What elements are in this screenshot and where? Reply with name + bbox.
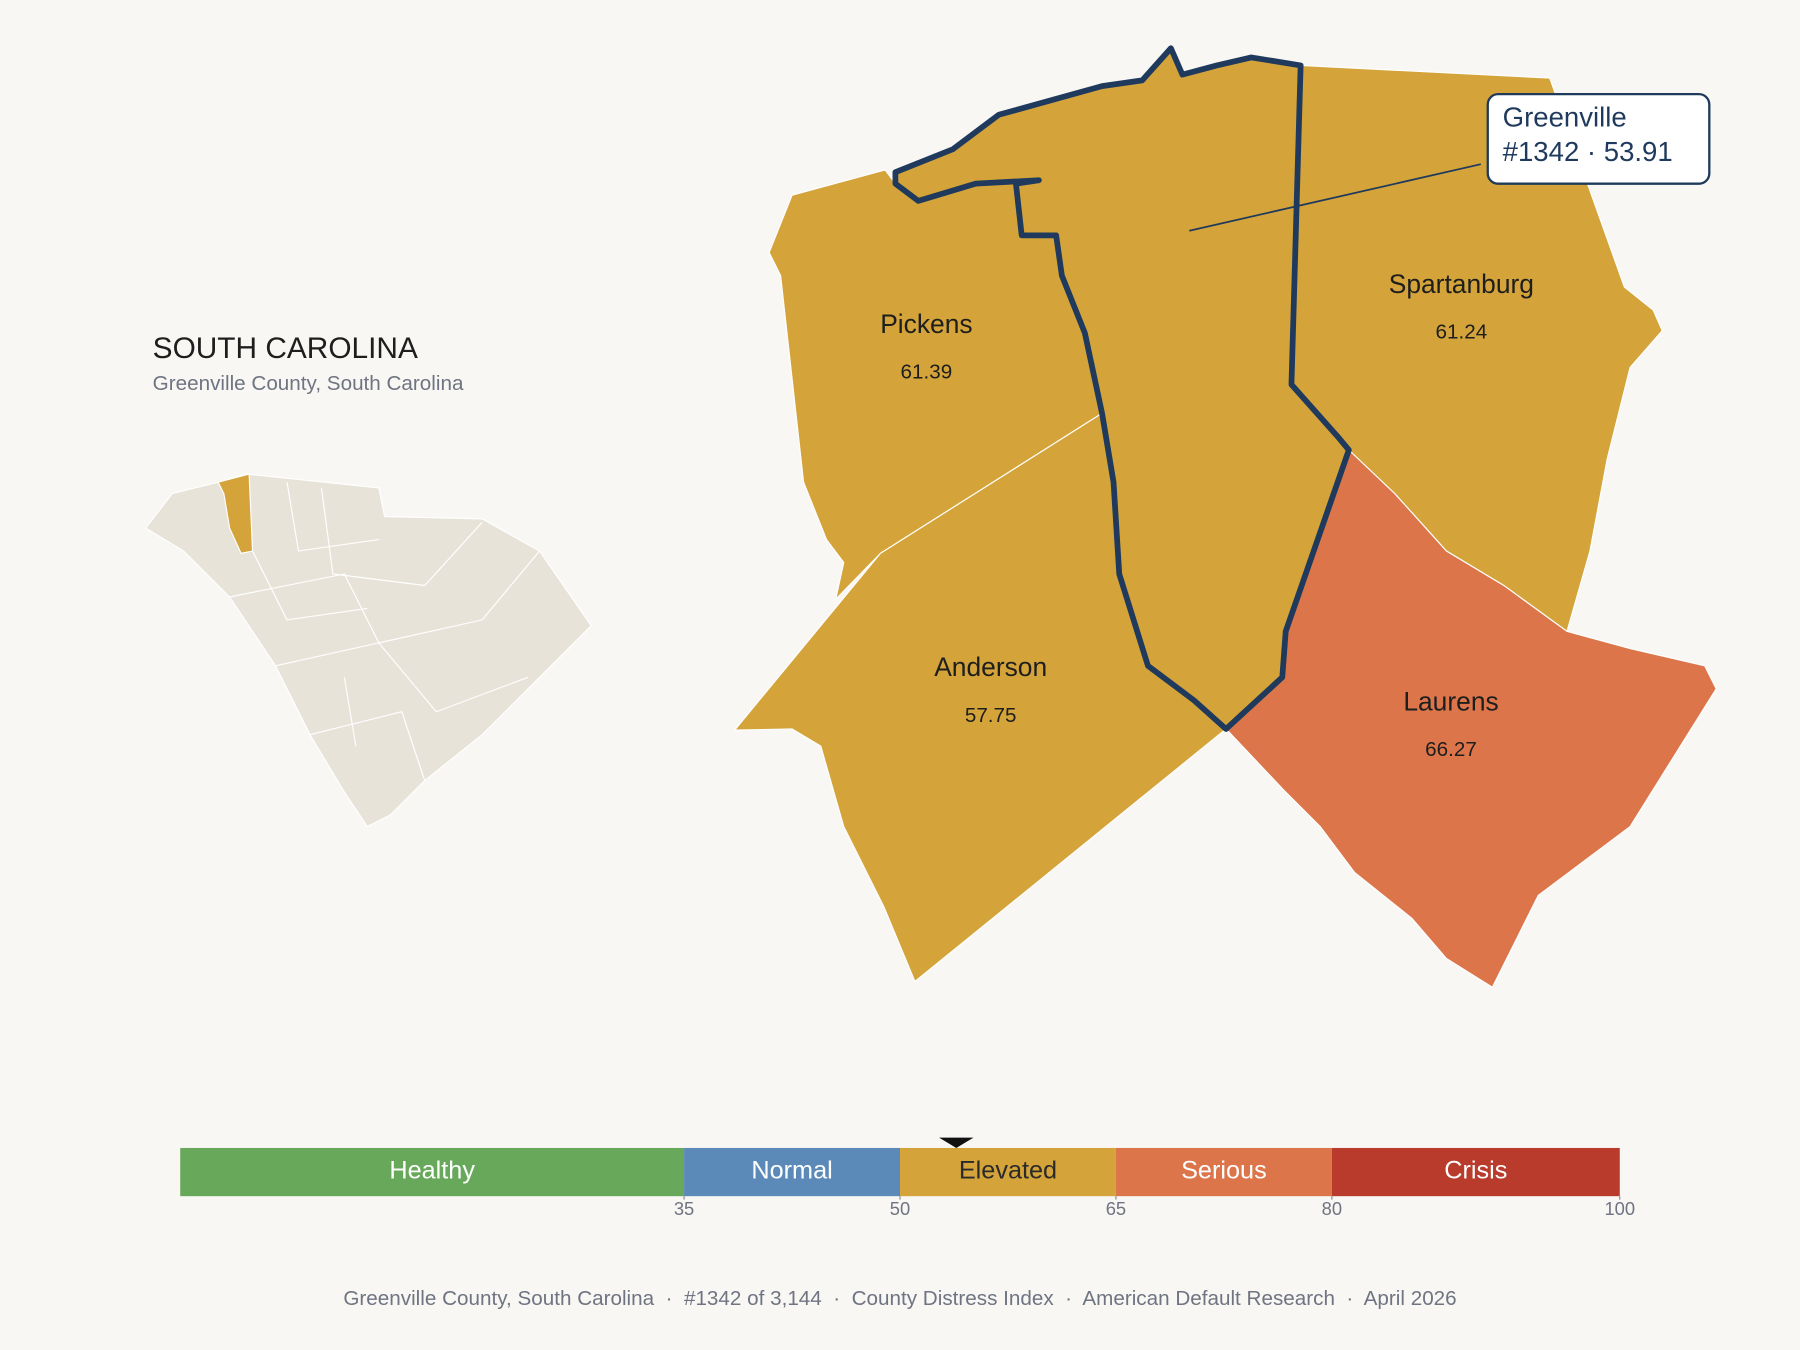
counties <box>733 45 1717 989</box>
legend-band-label: Normal <box>751 1157 832 1185</box>
inset-highlight <box>217 473 254 554</box>
county-labels: Pickens 61.39 Spartanburg 61.24 Anderson 57.7… <box>880 269 1534 761</box>
selected-county[interactable] <box>892 45 1352 732</box>
legend-band <box>1331 1147 1620 1197</box>
legend-band <box>180 1147 685 1197</box>
legend-band-label: Serious <box>1181 1157 1267 1185</box>
legend: Healthy Normal Elevated Serious Crisis 35 50 65… <box>180 1137 1635 1219</box>
legend-tick-label: 65 <box>1106 1198 1126 1219</box>
county-name: Spartanburg <box>1389 269 1534 299</box>
county-lines <box>229 482 540 781</box>
legend-marker <box>939 1137 974 1148</box>
county-value: 61.39 <box>901 361 953 384</box>
title: SOUTH CAROLINA <box>153 332 418 365</box>
state-inset <box>144 473 592 828</box>
callout-name: Greenville <box>1503 102 1627 133</box>
legend-tick-label: 50 <box>890 1198 910 1219</box>
subtitle: Greenville County, South Carolina <box>153 372 464 395</box>
legend-band-label: Crisis <box>1444 1157 1507 1185</box>
county-value: 61.24 <box>1436 320 1488 343</box>
legend-band <box>684 1147 900 1197</box>
county-shape <box>1225 448 1717 989</box>
legend-tick-label: 100 <box>1604 1198 1635 1219</box>
legend-band <box>900 1147 1116 1197</box>
county-name: Laurens <box>1403 687 1498 717</box>
legend-band-label: Healthy <box>389 1157 475 1185</box>
county-value: 66.27 <box>1425 738 1477 761</box>
footer: Greenville County, South Carolina · #134… <box>343 1287 1456 1310</box>
legend-band-label: Elevated <box>959 1157 1057 1185</box>
state-shape <box>144 473 592 828</box>
legend-tick-label: 35 <box>674 1198 694 1219</box>
callout-leader <box>1189 163 1482 232</box>
county-value: 57.75 <box>965 704 1017 727</box>
county-name: Anderson <box>934 652 1047 682</box>
county-name: Pickens <box>880 309 972 339</box>
legend-band <box>1115 1147 1332 1197</box>
callout-label: #1342 · 53.91 <box>1503 136 1673 167</box>
legend-tick-label: 80 <box>1322 1198 1342 1219</box>
callout-box <box>1486 92 1711 185</box>
